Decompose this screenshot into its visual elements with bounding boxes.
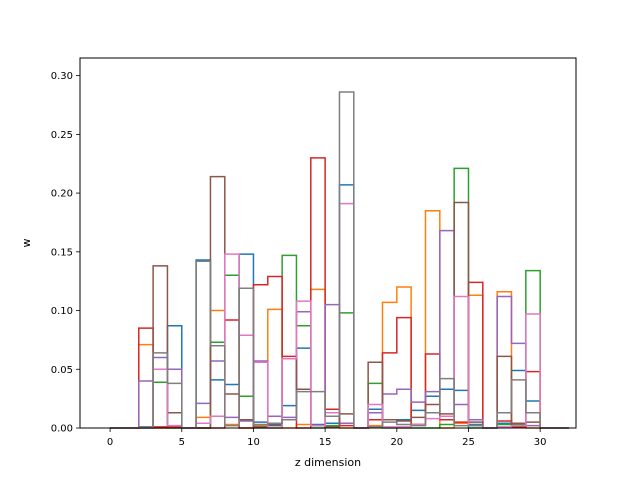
histogram-series-8 xyxy=(110,91,569,429)
y-tick-label: 0.30 xyxy=(51,71,73,82)
x-tick-label: 20 xyxy=(390,437,403,448)
y-tick-label: 0.25 xyxy=(51,130,73,141)
plot-area-frame xyxy=(79,57,577,429)
x-tick-label: 0 xyxy=(107,437,113,448)
x-axis: 0 5 10 15 20 25 30 xyxy=(107,428,547,448)
x-tick-label: 5 xyxy=(179,437,185,448)
y-tick-label: 0.20 xyxy=(51,189,73,200)
series-layer xyxy=(110,91,569,429)
y-axis-label: w xyxy=(20,239,33,248)
y-tick-label: 0.15 xyxy=(51,247,73,258)
y-tick-label: 0.10 xyxy=(51,306,73,317)
x-tick-label: 30 xyxy=(534,437,547,448)
x-tick-label: 10 xyxy=(247,437,260,448)
x-axis-label: z dimension xyxy=(295,456,361,469)
x-tick-label: 15 xyxy=(319,437,332,448)
y-tick-label: 0.00 xyxy=(51,424,73,435)
x-tick-label: 25 xyxy=(462,437,475,448)
y-tick-label: 0.05 xyxy=(51,365,73,376)
y-axis: 0.00 0.05 0.10 0.15 0.20 0.25 0.30 xyxy=(51,71,80,435)
